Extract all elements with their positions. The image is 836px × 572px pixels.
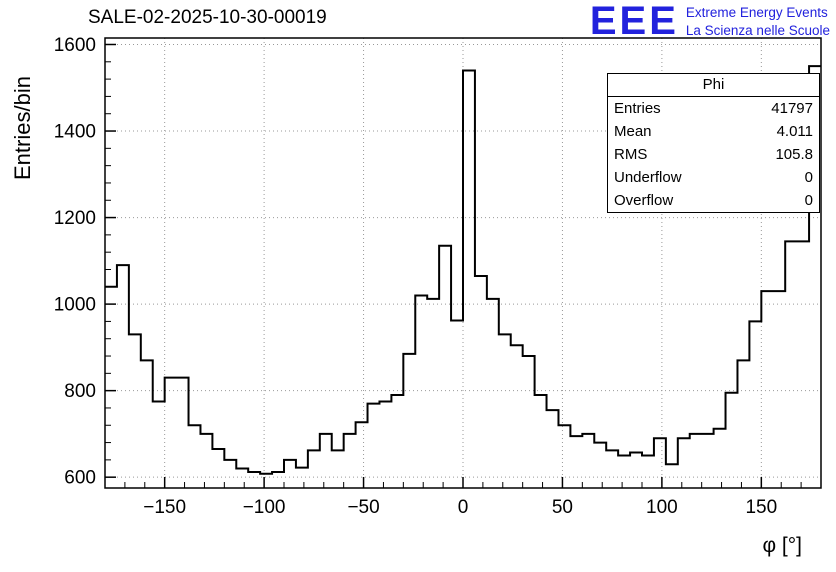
stats-row-value: 41797: [771, 100, 813, 117]
x-tick-label: −50: [347, 497, 379, 518]
stats-row: RMS 105.8: [608, 143, 819, 166]
stats-row-label: Overflow: [614, 192, 674, 209]
stats-row-label: RMS: [614, 146, 648, 163]
eee-logo-text: EEE: [589, 0, 679, 43]
plot-title: SALE-02-2025-10-30-00019: [88, 7, 327, 28]
x-tick-label: 150: [745, 497, 777, 518]
stats-row-label: Mean: [614, 123, 652, 140]
stats-row-value: 0: [804, 192, 813, 209]
stats-row: Entries 41797: [608, 97, 819, 120]
y-tick-label: 600: [64, 468, 96, 489]
y-tick-label: 1600: [54, 35, 96, 56]
x-tick-label: −150: [143, 497, 186, 518]
stats-row-label: Underflow: [614, 169, 682, 186]
stats-row-value: 4.011: [776, 123, 813, 140]
eee-logo-line2: La Scienza nelle Scuole: [685, 22, 830, 38]
x-tick-label: −100: [243, 497, 286, 518]
x-tick-label: 50: [552, 497, 573, 518]
y-tick-label: 1400: [54, 122, 96, 143]
stats-row: Underflow 0: [608, 166, 819, 189]
x-tick-label: 100: [646, 497, 678, 518]
stats-rows: Entries 41797 Mean 4.011 RMS 105.8 Underflow 0 O…: [608, 97, 819, 212]
y-axis-label: Entries/bin: [10, 76, 35, 180]
histogram-outline: [105, 65, 821, 475]
y-tick-label: 1000: [54, 295, 96, 316]
stats-title: Phi: [608, 74, 819, 97]
stats-row-value: 105.8: [775, 146, 813, 163]
x-tick-label: 0: [458, 497, 469, 518]
x-axis-label: φ [°]: [762, 534, 802, 557]
stats-box: Phi Entries 41797 Mean 4.011 RMS 105.8 Underfl…: [607, 73, 820, 213]
y-tick-label: 1200: [54, 208, 96, 229]
stats-row-value: 0: [804, 169, 813, 186]
y-tick-label: 800: [64, 381, 96, 402]
stats-row: Overflow 0: [608, 189, 819, 212]
eee-logo: EEE Extreme Energy Events La Scienza nel…: [589, 0, 830, 43]
eee-logo-subtitle: Extreme Energy Events La Scienza nelle S…: [686, 2, 830, 40]
stats-row: Mean 4.011: [608, 120, 819, 143]
eee-logo-line1: Extreme Energy Events: [685, 5, 828, 20]
stats-row-label: Entries: [614, 100, 661, 117]
